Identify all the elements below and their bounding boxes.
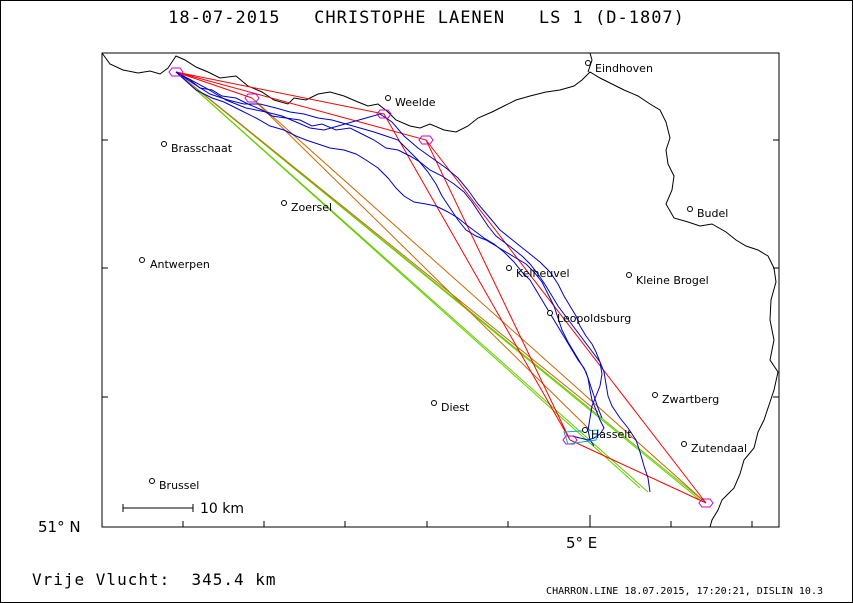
city-marker [547, 310, 553, 316]
turnpoint-marker [698, 498, 714, 508]
scale-bar-label: 10 km [200, 501, 244, 517]
city-label-zwartberg: Zwartberg [662, 393, 719, 406]
city-markers [139, 60, 693, 484]
city-marker [582, 427, 588, 433]
city-label-leopoldsburg: Leopoldsburg [557, 312, 631, 325]
city-label-brasschaat: Brasschaat [171, 142, 233, 155]
city-label-brussel: Brussel [159, 479, 199, 492]
longitude-label: 5° E [566, 534, 597, 552]
city-label-zoersel: Zoersel [291, 201, 332, 214]
distance-readout: Vrije Vlucht: 345.4 km [32, 570, 277, 589]
country-border-north [587, 52, 593, 73]
turnpoint-marker [244, 93, 260, 103]
city-marker [149, 478, 155, 484]
turnpoint-marker [418, 135, 434, 145]
city-marker [161, 141, 167, 147]
turnpoint-marker [168, 67, 184, 77]
city-marker [431, 400, 437, 406]
city-marker [385, 95, 391, 101]
city-marker [506, 265, 512, 271]
flight-track [175, 71, 651, 493]
task-lines [175, 71, 707, 504]
turnpoints [168, 67, 714, 508]
plot-area [101, 52, 780, 528]
turnpoint-marker [562, 435, 578, 445]
city-label-budel: Budel [697, 207, 728, 220]
axis-ticks [102, 139, 779, 528]
city-label-antwerpen: Antwerpen [150, 258, 210, 271]
city-label-weelde: Weelde [395, 96, 436, 109]
city-label-kleine-brogel: Kleine Brogel [636, 274, 709, 287]
city-marker [139, 257, 145, 263]
turnpoint-marker [376, 109, 392, 119]
scale-bar [122, 504, 194, 512]
city-label-zutendaal: Zutendaal [691, 442, 747, 455]
country-border [101, 52, 779, 528]
city-label-hasselt: Hasselt [591, 428, 632, 441]
city-marker [687, 206, 693, 212]
city-marker [281, 200, 287, 206]
city-label-eindhoven: Eindhoven [595, 62, 653, 75]
city-label-diest: Diest [441, 401, 470, 414]
map-title: 18-07-2015 CHRISTOPHE LAENEN LS 1 (D-180… [168, 8, 685, 28]
city-marker [626, 272, 632, 278]
city-label-kelheuvel: Kelheuvel [516, 267, 570, 280]
city-marker [585, 60, 591, 66]
city-marker [681, 441, 687, 447]
city-labels: Eindhoven Weelde Brasschaat Zoersel Bude… [150, 62, 747, 492]
credit-line: CHARRON.LINE 18.07.2015, 17:20:21, DISLI… [546, 586, 823, 597]
city-marker [652, 392, 658, 398]
latitude-label: 51° N [38, 518, 81, 536]
